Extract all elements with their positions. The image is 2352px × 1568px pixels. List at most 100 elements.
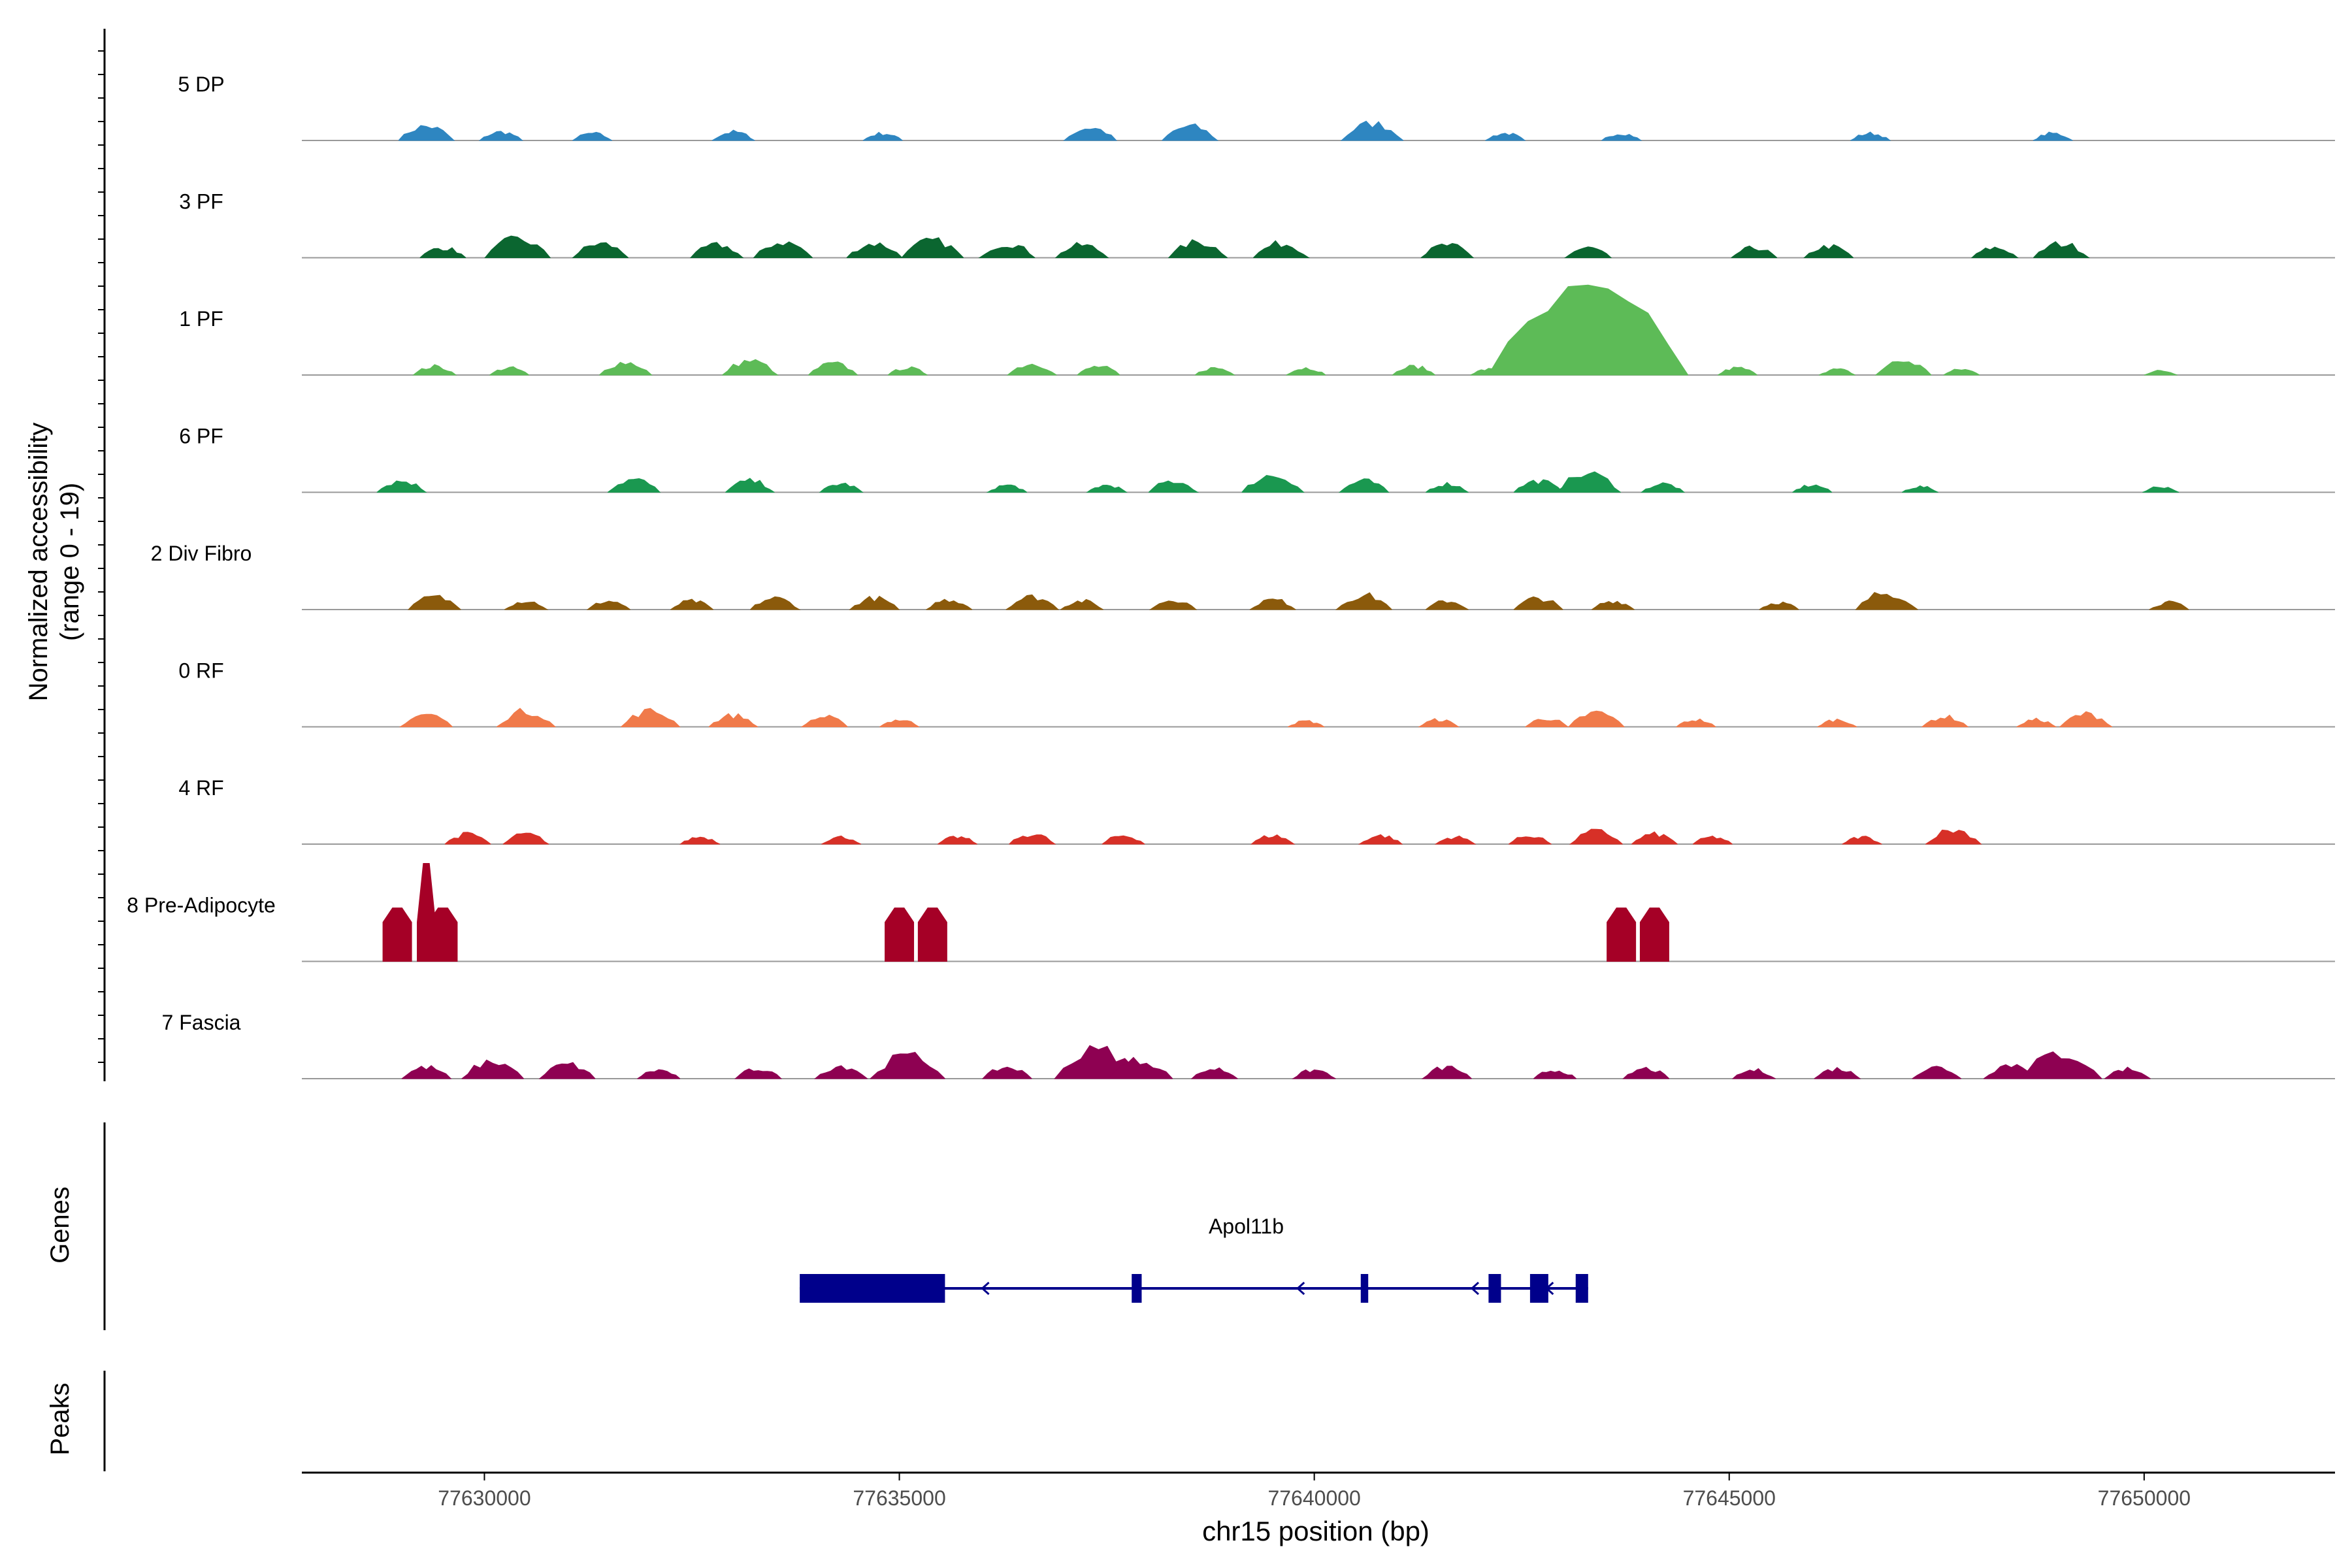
coverage-peak — [1554, 471, 1621, 493]
track-label: 2 Div Fibro — [151, 542, 252, 565]
coverage-peak — [2033, 241, 2090, 258]
track-7-fascia: 7 Fascia — [162, 1011, 2335, 1079]
coverage-peak — [376, 480, 427, 493]
coverage-peak — [1601, 133, 1642, 141]
coverage-peak — [2144, 370, 2178, 376]
coverage-peak — [637, 1069, 681, 1079]
coverage-peak — [1564, 246, 1612, 258]
coverage-peak — [1901, 485, 1938, 493]
coverage-peak — [1925, 829, 1982, 845]
coverage-peak — [734, 1068, 783, 1079]
coverage-peak — [2104, 1066, 2151, 1079]
strand-arrow — [1296, 1281, 1305, 1296]
track-label: 4 RF — [178, 776, 223, 800]
y-axis-label-line1: Normalized accessibility — [24, 423, 53, 702]
track-label: 5 DP — [178, 73, 224, 96]
coverage-peak — [862, 131, 903, 141]
coverage-peak — [484, 235, 551, 258]
coverage-peak — [2020, 1051, 2102, 1079]
coverage-peak — [1874, 361, 1932, 376]
coverage-peak — [1533, 1070, 1577, 1079]
peaks-panel: Peaks — [46, 1382, 74, 1455]
coverage-peak — [1569, 828, 1623, 845]
coverage-peak — [1855, 592, 1918, 610]
gene-exon — [1575, 1274, 1588, 1303]
track-label: 3 PF — [179, 190, 223, 214]
coverage-peak — [572, 131, 613, 141]
coverage-peak — [1731, 1068, 1776, 1079]
coverage-peak — [885, 907, 915, 962]
coverage-peak — [1622, 1066, 1670, 1079]
coverage-peak — [1607, 907, 1637, 962]
x-tick-label: 77640000 — [1267, 1486, 1360, 1510]
coverage-peak — [1358, 834, 1403, 845]
track-label: 6 PF — [179, 425, 223, 448]
track-3-pf: 3 PF — [179, 190, 2335, 259]
coverage-peak — [502, 832, 549, 845]
peaks-panel-label: Peaks — [46, 1382, 74, 1455]
coverage-peak — [607, 478, 661, 493]
coverage-peak — [808, 361, 858, 376]
coverage-peak — [1340, 120, 1404, 141]
strand-arrow — [1470, 1281, 1479, 1296]
coverage-peak — [478, 131, 523, 141]
x-tick-label: 77635000 — [853, 1486, 945, 1510]
coverage-peak — [382, 907, 412, 962]
coverage-peak — [819, 482, 864, 493]
coverage-peak — [2059, 711, 2113, 727]
coverage-peak — [1286, 367, 1326, 376]
coverage-peak — [419, 247, 466, 258]
coverage-peak — [978, 245, 1036, 258]
coverage-peak — [407, 595, 461, 610]
coverage-peak — [2016, 717, 2057, 727]
coverage-peak — [1148, 480, 1200, 493]
track-label: 7 Fascia — [162, 1011, 241, 1034]
coverage-peak — [1803, 244, 1854, 258]
coverage-peak — [1912, 1066, 1962, 1079]
coverage-peak — [849, 595, 900, 610]
x-axis: 77630000 77635000 77640000 77645000 77650000 — [302, 1471, 2335, 1510]
coverage-peak — [800, 714, 848, 727]
track-1-pf: 1 PF — [179, 284, 2335, 376]
track-6-pf: 6 PF — [179, 425, 2335, 493]
coverage-peak — [887, 366, 928, 376]
coverage-peak — [1008, 834, 1056, 845]
coverage-peak — [2142, 486, 2180, 493]
coverage-peak — [461, 1059, 524, 1079]
coverage-peak — [1168, 239, 1228, 258]
coverage-peak — [1717, 367, 1757, 376]
coverage-peak — [711, 129, 755, 141]
x-tick-label: 77645000 — [1683, 1486, 1776, 1510]
gene-exon — [1360, 1274, 1369, 1303]
coverage-peak — [1391, 365, 1437, 376]
coverage-peak — [399, 713, 453, 727]
track-5-dp: 5 DP — [178, 73, 2335, 141]
coverage-peak — [708, 713, 759, 727]
coverage-tracks: 5 DP 3 PF 1 PF 6 PF 2 Div Fibro 0 RF 4 RF 8 Pre… — [127, 73, 2335, 1079]
coverage-peak — [1241, 474, 1305, 493]
coverage-peak — [401, 1065, 452, 1079]
track-label: 8 Pre-Adipocyte — [127, 894, 276, 917]
coverage-peak — [538, 1062, 596, 1079]
coverage-peak — [1287, 720, 1326, 727]
coverage-peak — [1676, 718, 1716, 727]
coverage-peak — [753, 241, 813, 258]
coverage-peak — [1005, 594, 1060, 610]
y-axis-label-line2: (range 0 - 19) — [56, 483, 84, 641]
coverage-peak — [496, 708, 557, 727]
coverage-peak — [586, 600, 630, 610]
coverage-peak — [750, 596, 801, 610]
coverage-peak — [917, 907, 947, 962]
coverage-peak — [1063, 127, 1117, 141]
coverage-peak — [1054, 242, 1109, 258]
coverage-peak — [1006, 363, 1057, 376]
coverage-peak — [1590, 600, 1635, 610]
gene-exon — [800, 1274, 945, 1303]
coverage-peak — [1759, 601, 1799, 610]
coverage-peak — [1842, 836, 1882, 845]
coverage-peak — [1425, 482, 1469, 493]
coverage-peak — [870, 1051, 945, 1079]
coverage-peak — [900, 237, 964, 258]
coverage-peak — [1420, 242, 1475, 258]
coverage-peak — [1106, 1056, 1173, 1079]
